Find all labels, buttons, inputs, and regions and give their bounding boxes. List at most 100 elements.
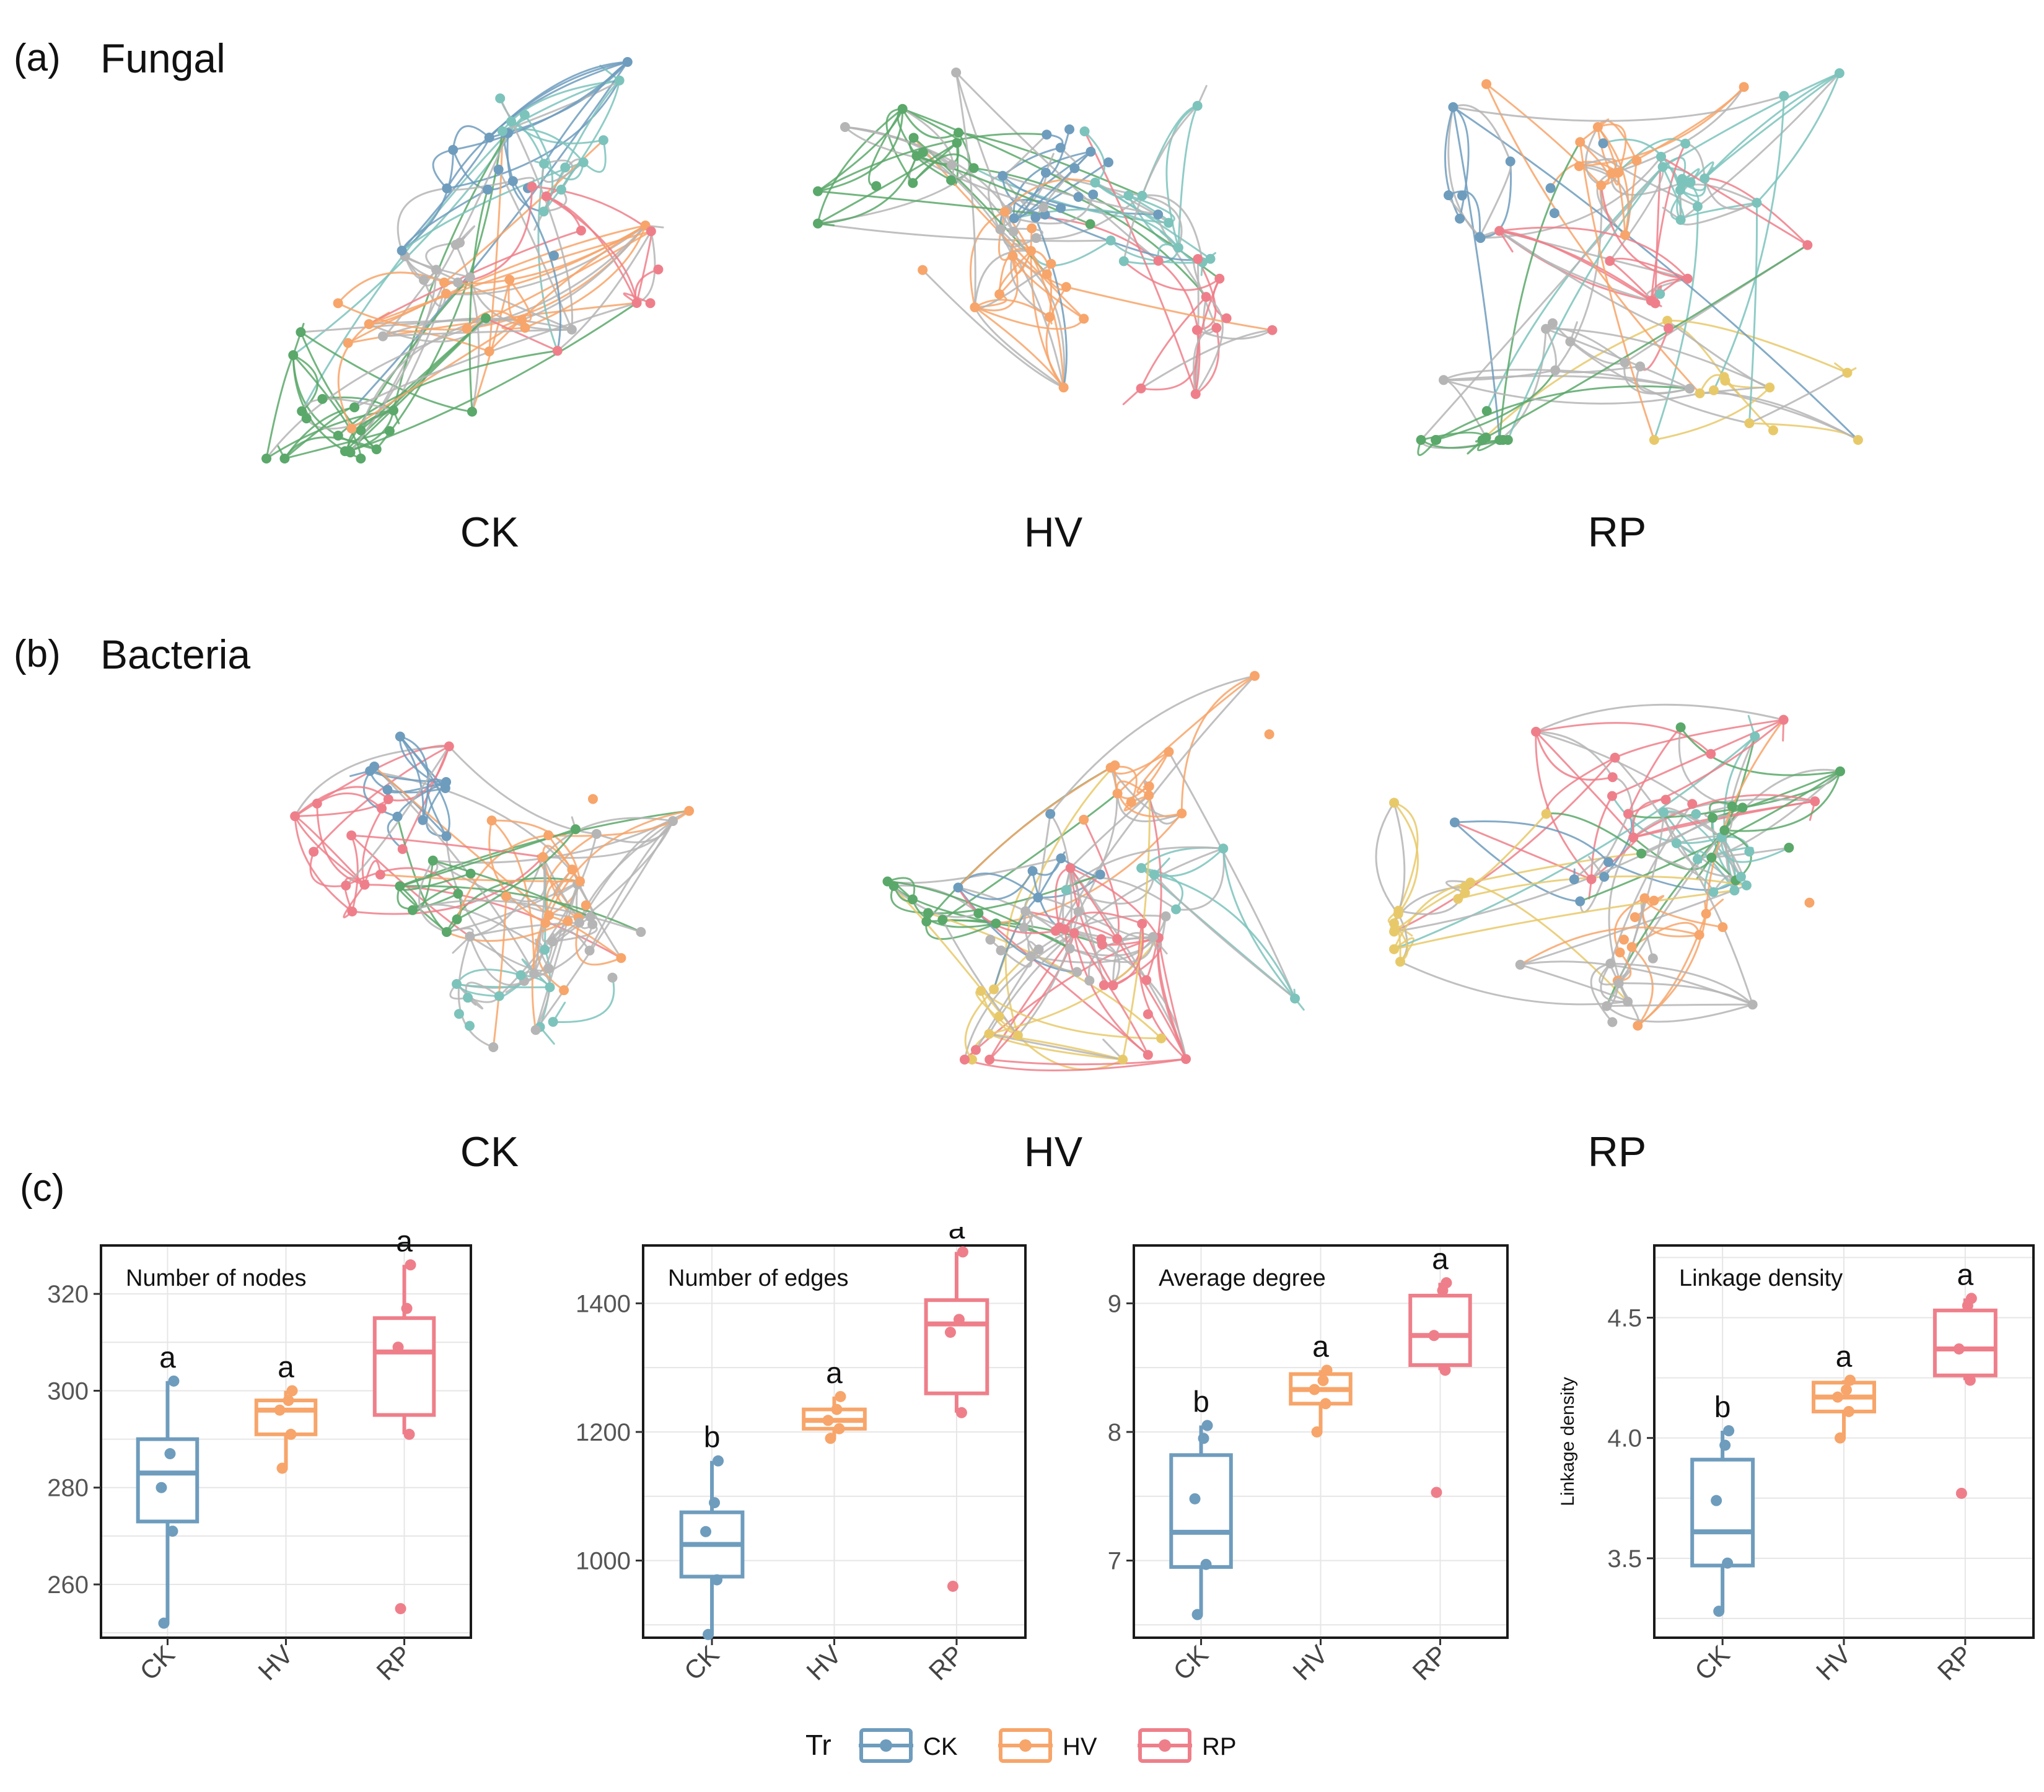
- network-node: [1607, 772, 1618, 783]
- network-node: [636, 927, 646, 938]
- network-node: [1545, 183, 1556, 193]
- data-point: [1965, 1293, 1977, 1304]
- network-node: [1620, 230, 1630, 240]
- network-edge: [1633, 798, 1815, 838]
- network-edge: [1074, 932, 1120, 986]
- plot-title: Number of nodes: [126, 1265, 307, 1291]
- x-tick-label: CK: [1167, 1640, 1214, 1686]
- y-tick-label: 4.0: [1607, 1425, 1642, 1452]
- network-node: [1211, 323, 1222, 333]
- network-edge: [380, 873, 581, 882]
- y-axis-label: Linkage density: [1558, 1377, 1578, 1506]
- network-edge: [349, 770, 371, 777]
- network-node: [575, 876, 586, 887]
- network-edge: [817, 222, 835, 227]
- network-node: [543, 910, 554, 921]
- network-node: [1153, 209, 1164, 220]
- network-edge: [1445, 880, 1471, 894]
- network-node: [631, 297, 642, 308]
- network-edge: [546, 195, 638, 304]
- network-node: [261, 454, 271, 463]
- network-edge: [1142, 195, 1183, 248]
- network-node: [1768, 425, 1778, 436]
- network-node: [520, 322, 530, 333]
- network-edge: [265, 354, 294, 459]
- network-edge: [957, 764, 1116, 889]
- network-edge: [533, 856, 546, 974]
- network-edge: [1030, 915, 1166, 957]
- network-edge: [1123, 105, 1198, 261]
- network-edge: [1017, 1034, 1123, 1071]
- network-edge: [1633, 794, 1815, 838]
- network-node: [1735, 871, 1746, 882]
- network-edge: [1724, 771, 1841, 832]
- network-node: [519, 110, 530, 120]
- network-node: [622, 57, 633, 67]
- network-edge: [455, 225, 476, 246]
- network-node: [441, 288, 451, 299]
- network-edge: [1152, 936, 1168, 955]
- network-4: [882, 670, 1305, 1071]
- network-edge: [399, 736, 450, 837]
- network-edge: [455, 244, 480, 412]
- network-edge: [1138, 923, 1187, 1060]
- x-tick-label: RP: [923, 1640, 970, 1686]
- network-node: [1069, 163, 1080, 173]
- network-node: [1739, 82, 1749, 92]
- network-node: [1647, 953, 1658, 964]
- network-node: [954, 128, 964, 138]
- network-edge: [1064, 911, 1143, 930]
- network-node: [507, 176, 518, 187]
- network-edge: [974, 306, 1085, 330]
- network-edge: [1705, 898, 1724, 915]
- network-node: [1110, 760, 1120, 771]
- network-edge: [1678, 727, 1743, 809]
- network-edge: [1469, 813, 1547, 884]
- network-node: [1064, 124, 1075, 134]
- network-node: [501, 891, 511, 902]
- network-edge: [922, 269, 1064, 389]
- network-edge: [1662, 206, 1682, 221]
- box-RP: [924, 1298, 989, 1395]
- network-node: [1137, 190, 1147, 201]
- network-edge: [1141, 105, 1198, 196]
- network-edge: [1667, 319, 1848, 374]
- network-edge: [292, 114, 526, 356]
- network-edge: [388, 746, 450, 802]
- network-node: [441, 927, 452, 938]
- significance-letter: a: [1312, 1330, 1329, 1363]
- network-edge: [295, 798, 389, 817]
- fungal-rp-label: RP: [1587, 509, 1647, 556]
- data-point: [1201, 1420, 1213, 1431]
- network-node: [1685, 384, 1695, 394]
- network-node: [1626, 942, 1637, 952]
- network-edge: [901, 108, 955, 181]
- network-edge: [1452, 104, 1512, 162]
- network-node: [976, 986, 986, 996]
- significance-letter: a: [159, 1342, 176, 1374]
- network-edge: [532, 185, 652, 232]
- network-node: [444, 741, 454, 752]
- network-edge: [1650, 143, 1687, 301]
- network-edge: [1479, 161, 1512, 238]
- network-edge: [1680, 201, 1757, 226]
- network-node: [1515, 959, 1525, 970]
- network-edge: [1610, 962, 1753, 1006]
- network-node: [1054, 922, 1064, 933]
- network-edge: [1569, 321, 1578, 342]
- network-node: [578, 157, 589, 168]
- network-edge: [1393, 802, 1419, 911]
- network-node: [530, 1025, 541, 1035]
- network-edge: [452, 125, 490, 151]
- network-node: [585, 911, 595, 922]
- network-edge: [502, 128, 584, 164]
- network-edge: [501, 318, 525, 330]
- network-edge: [1713, 389, 1859, 441]
- network-node: [951, 68, 962, 78]
- network-edge: [1616, 970, 1631, 984]
- network-edge: [817, 222, 1111, 242]
- network-edge: [1014, 194, 1094, 225]
- network-node: [1455, 213, 1465, 224]
- network-node: [1575, 896, 1586, 907]
